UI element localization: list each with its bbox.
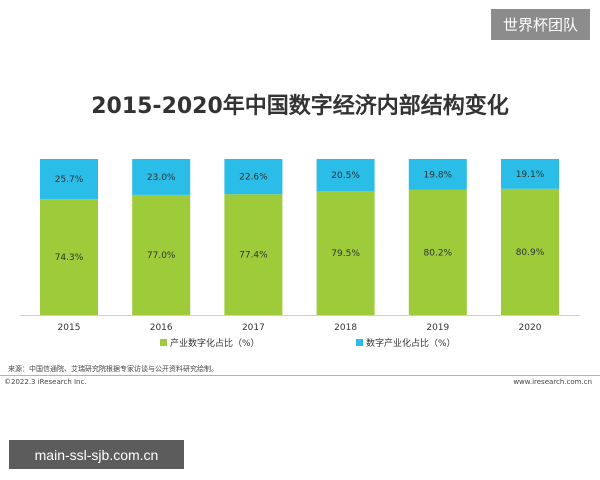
chart-legend: 产业数字化占比（%） 数字产业化占比（%） [0, 336, 600, 350]
x-tick-label-2019: 2019 [426, 323, 449, 333]
bar-segment-2018-industrialization [316, 190, 375, 315]
bar-segment-2017-industrialization [224, 194, 283, 315]
watermark-bottom-badge: main-ssl-sjb.com.cn [9, 440, 184, 469]
data-label-2015-digital-industry: 25.7% [55, 175, 84, 185]
x-tick-label-2018: 2018 [334, 323, 357, 333]
legend-label-industrialization: 产业数字化占比（%） [170, 339, 260, 349]
data-label-2020-digital-industry: 19.1% [516, 170, 545, 180]
copyright-text: ©2022.3 iResearch Inc. [4, 378, 87, 386]
data-label-2019-digital-industry: 19.8% [424, 170, 453, 180]
bar-segment-2016-digital-industry [132, 159, 191, 195]
data-label-2018-industrialization: 79.5% [331, 249, 360, 259]
x-tick-label-2020: 2020 [519, 323, 542, 333]
stacked-bar-chart: 74.3% 25.7% 2015 77.0% 23.0% 2016 77.4% 22.6% 20… [20, 159, 580, 333]
data-label-2015-industrialization: 74.3% [55, 253, 84, 263]
site-url: www.iresearch.com.cn [513, 378, 592, 386]
data-label-2019-industrialization: 80.2% [424, 248, 453, 258]
x-tick-label-2016: 2016 [150, 323, 173, 333]
bar-segment-2015-digital-industry [40, 159, 98, 200]
legend-label-digital-industry: 数字产业化占比（%） [366, 339, 456, 349]
watermark-top-badge: 世界杯团队 [491, 9, 590, 40]
bar-segment-2017-digital-industry [224, 159, 283, 195]
data-label-2016-digital-industry: 23.0% [147, 173, 176, 183]
bar-segment-2015-industrialization [40, 199, 98, 315]
data-label-2018-digital-industry: 20.5% [331, 171, 360, 181]
data-label-2017-industrialization: 77.4% [239, 251, 268, 261]
source-note: 来源：中国信通院、艾瑞研究院根据专家访谈与公开资料研究绘制。 [8, 365, 218, 373]
bar-segment-2019-digital-industry [408, 159, 467, 190]
x-tick-label-2015: 2015 [58, 323, 81, 333]
bar-segment-2016-industrialization [132, 194, 191, 315]
data-label-2016-industrialization: 77.0% [147, 251, 176, 261]
bar-segment-2020-digital-industry [501, 159, 559, 189]
data-label-2017-digital-industry: 22.6% [239, 173, 268, 183]
bar-segment-2018-digital-industry [316, 159, 375, 191]
legend-item-industrialization: 产业数字化占比（%） [160, 336, 260, 349]
bar-segment-2020-industrialization [501, 188, 559, 315]
x-tick-label-2017: 2017 [242, 323, 265, 333]
legend-swatch-industrialization [160, 339, 167, 346]
legend-item-digital-industry: 数字产业化占比（%） [356, 336, 456, 349]
bar-segment-2019-industrialization [408, 189, 467, 315]
footer: ©2022.3 iResearch Inc. www.iresearch.com… [0, 375, 600, 394]
chart-title: 2015-2020年中国数字经济内部结构变化 [91, 94, 509, 119]
data-label-2020-industrialization: 80.9% [516, 248, 545, 258]
legend-swatch-digital-industry [356, 339, 363, 346]
